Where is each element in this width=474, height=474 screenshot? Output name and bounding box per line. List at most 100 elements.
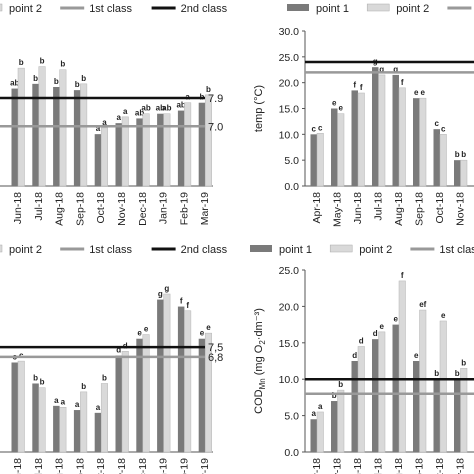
bar-point1 [157, 299, 164, 452]
bar-letter-label: e [441, 311, 446, 320]
bar-point2 [419, 97, 427, 187]
bar-letter-label: b [455, 150, 460, 159]
bar-letter-label: e [394, 315, 399, 324]
x-tick-label: Jun-18 [12, 458, 24, 474]
legend-swatch [0, 244, 3, 253]
bar-letter-label: e [332, 99, 337, 108]
x-tick-label: May-18 [332, 192, 344, 227]
bar-letter-label: a [312, 409, 317, 418]
bar-point1 [454, 160, 461, 186]
y-tick-label: 25.0 [279, 52, 300, 64]
bar-point2 [378, 331, 386, 453]
bar-point2 [398, 280, 406, 453]
bar-point2 [204, 94, 212, 187]
legend-label: 2nd class [181, 3, 228, 15]
x-tick-label: Aug-18 [393, 458, 405, 474]
bar-letter-label: a [54, 396, 59, 405]
bar-point2 [121, 116, 129, 187]
y-tick-label: 15.0 [279, 338, 300, 350]
bar-point1 [115, 123, 122, 186]
bar-letter-label: e [414, 88, 419, 97]
bar-letter-label: a [123, 107, 128, 116]
bar-point2 [398, 87, 406, 187]
bar-letter-label: b [206, 85, 211, 94]
bar-point1 [413, 98, 420, 186]
bar-point2 [142, 334, 150, 453]
bar-letter-label: f [401, 78, 404, 87]
bar-point1 [73, 410, 81, 452]
bar-letter-label: b [434, 369, 439, 378]
y-tick-label: 5.0 [284, 155, 299, 167]
bar-letter-label: f [360, 83, 363, 92]
bar-letter-label: b [81, 382, 86, 391]
legend-swatch [329, 244, 353, 253]
y-tick-label: 15.0 [279, 104, 300, 116]
legend-swatch [287, 4, 309, 11]
bar-point2 [163, 293, 171, 453]
bar-point2 [357, 92, 365, 187]
bar-point1 [372, 67, 379, 186]
bar-point1 [11, 362, 18, 452]
y-tick-label: 10.0 [279, 374, 300, 386]
x-tick-label: Aug-18 [54, 192, 66, 226]
bar-letter-label: ab [162, 104, 171, 113]
legend-label: 1st class [439, 244, 474, 256]
bar-letter-label: f [186, 301, 189, 310]
x-tick-label: Jan-19 [158, 458, 170, 474]
bar-point1 [136, 118, 143, 186]
bar-point1 [177, 306, 185, 452]
bar-letter-label: f [180, 297, 183, 306]
bar-letter-label: a [96, 124, 101, 133]
y-tick-label: 0.0 [284, 447, 299, 459]
reference-line-label: 7,5 [208, 342, 223, 354]
x-tick-label: May-18 [332, 458, 344, 474]
bar-letter-label: e [421, 88, 426, 97]
bar-letter-label: e [200, 329, 205, 338]
bar-letter-label: b [332, 391, 337, 400]
x-tick-label: Dec-18 [137, 458, 149, 474]
bar-letter-label: b [54, 77, 59, 86]
y-tick-label: 25.0 [279, 265, 300, 277]
x-tick-label: Nov-18 [116, 458, 128, 474]
bar-point1 [11, 88, 18, 186]
bar-letter-label: e [144, 325, 149, 334]
bar-letter-label: b [81, 74, 86, 83]
bar-point1 [372, 339, 379, 452]
bar-point2 [184, 102, 192, 187]
bar-point1 [392, 74, 399, 186]
bar-letter-label: g [379, 65, 384, 74]
x-tick-label: Feb-19 [178, 458, 190, 474]
y-tick-label: 0.0 [284, 181, 299, 193]
y-tick-label: 20.0 [279, 301, 300, 313]
legend-label: point 2 [396, 3, 429, 15]
x-tick-label: Jul-18 [33, 458, 45, 474]
bar-letter-label: ab [176, 101, 185, 110]
bar-point2 [59, 69, 67, 187]
bar-point2 [100, 383, 108, 453]
bar-point2 [100, 127, 108, 187]
bar-letter-label: d [352, 351, 357, 360]
y-tick-label: 30.0 [279, 26, 300, 38]
bar-letter-label: f [353, 80, 356, 89]
x-tick-label: Mar-19 [199, 458, 211, 474]
bar-point1 [392, 324, 399, 452]
bar-letter-label: b [455, 369, 460, 378]
bar-point2 [17, 360, 25, 453]
bar-letter-label: a [117, 113, 122, 122]
bar-letter-label: ab [135, 108, 144, 117]
bar-point2 [80, 391, 88, 453]
bar-letter-label: f [401, 271, 404, 280]
bar-point2 [419, 309, 427, 453]
legend-swatch [366, 3, 390, 12]
y-axis-title: temp (°C) [253, 85, 265, 132]
chart-panel-bottom-right: point 1 point 2 1st class 0.0 5.0 10.0 15.0 20.… [250, 244, 474, 474]
bar-letter-label: a [96, 403, 101, 412]
bar-letter-label: b [102, 373, 107, 382]
bar-point2 [59, 407, 67, 453]
bar-point2 [460, 159, 468, 187]
bar-letter-label: a [75, 400, 80, 409]
bar-letter-label: b [33, 74, 38, 83]
